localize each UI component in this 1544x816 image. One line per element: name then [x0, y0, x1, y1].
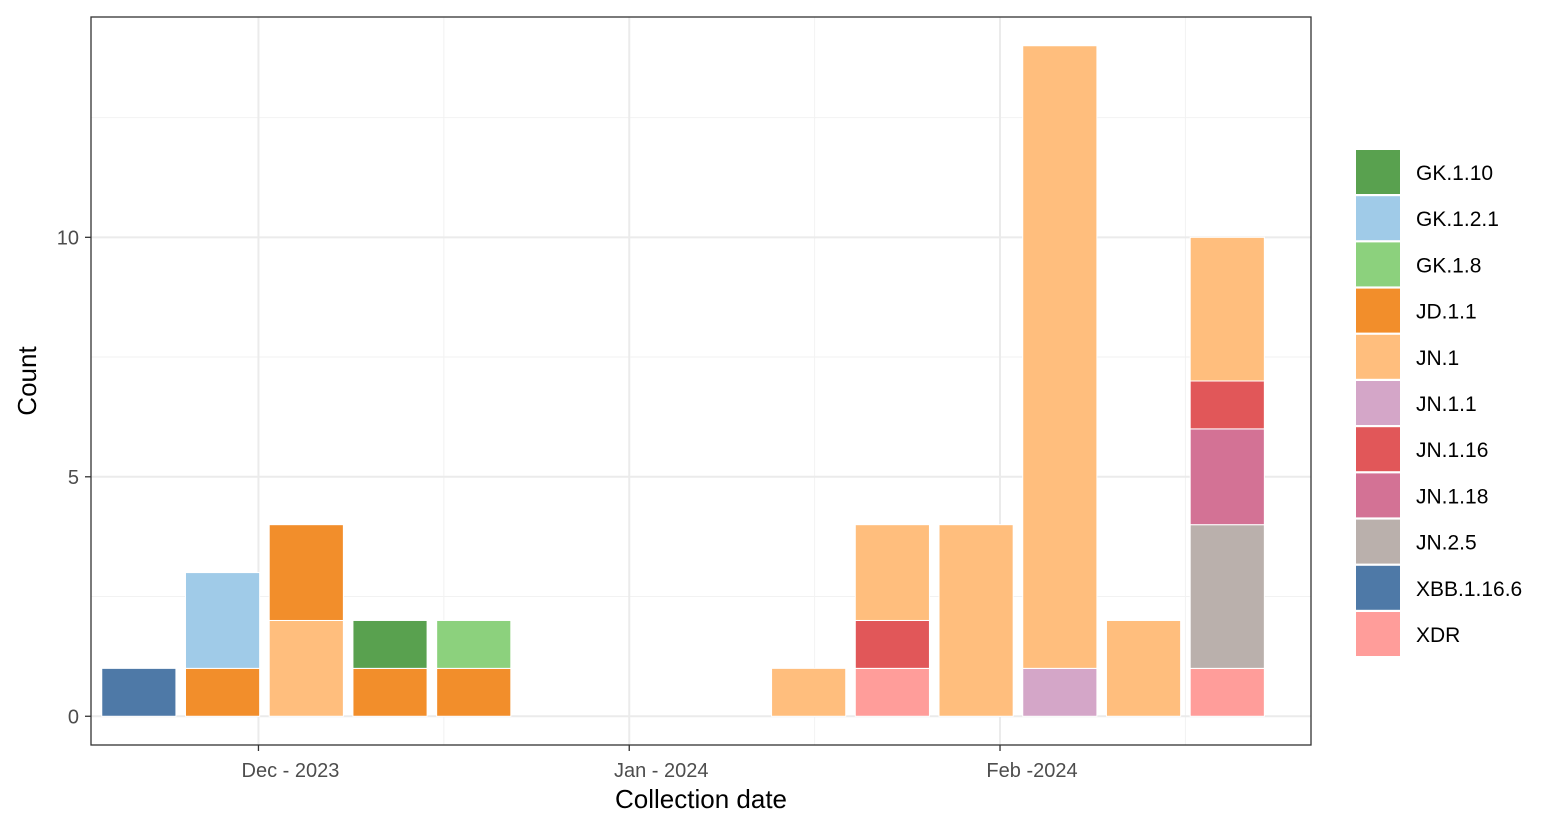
- legend-label: JN.1.1: [1416, 393, 1477, 416]
- legend-label: JN.2.5: [1416, 532, 1477, 555]
- bar-segment: [185, 573, 259, 669]
- x-tick-label: Jan - 2024: [614, 760, 709, 782]
- bar-segment: [1106, 620, 1180, 716]
- legend-label: XDR: [1416, 624, 1460, 647]
- legend-label: JN.1.16: [1416, 439, 1488, 462]
- x-axis: Dec - 2023 Jan - 2024 Feb -2024: [242, 745, 1078, 782]
- legend-key: [1356, 520, 1400, 564]
- legend-key: [1356, 150, 1400, 194]
- bar-segment: [102, 668, 176, 716]
- y-tick-label: 0: [68, 706, 79, 728]
- legend-key: [1356, 289, 1400, 333]
- legend-key: [1356, 196, 1400, 240]
- bar-segment: [269, 620, 343, 716]
- bar-segment: [185, 668, 259, 716]
- legend-key: [1356, 566, 1400, 610]
- legend-key: [1356, 242, 1400, 286]
- bar-segment: [437, 668, 511, 716]
- x-axis-title: Collection date: [615, 784, 787, 814]
- y-tick-label: 10: [57, 227, 79, 249]
- bar-segment: [1190, 525, 1264, 669]
- bar-segment: [939, 525, 1013, 717]
- legend-key: [1356, 473, 1400, 517]
- bar-segment: [772, 668, 846, 716]
- legend-label: JN.1.18: [1416, 485, 1488, 508]
- y-tick-label: 5: [68, 467, 79, 489]
- legend-key: [1356, 427, 1400, 471]
- bar-segment: [855, 525, 929, 621]
- legend-label: GK.1.10: [1416, 162, 1493, 185]
- bar-segment: [1190, 237, 1264, 381]
- x-tick-label: Dec - 2023: [242, 760, 340, 782]
- legend-key: [1356, 335, 1400, 379]
- bar-segment: [1023, 668, 1097, 716]
- legend-label: JD.1.1: [1416, 301, 1477, 324]
- legend-key: [1356, 381, 1400, 425]
- bar-segment: [437, 620, 511, 668]
- bar-segment: [353, 620, 427, 668]
- y-axis: 0 5 10: [57, 227, 91, 728]
- bar-segment: [353, 668, 427, 716]
- legend-label: GK.1.8: [1416, 254, 1481, 277]
- bar-segment: [1023, 46, 1097, 669]
- bar-segment: [1190, 381, 1264, 429]
- y-axis-title: Count: [12, 346, 42, 416]
- legend: GK.1.10 GK.1.2.1 GK.1.8 JD.1.1 JN.1 JN.1.1 JN.…: [1356, 150, 1522, 656]
- legend-label: JN.1: [1416, 347, 1459, 370]
- legend-key: [1356, 612, 1400, 656]
- bar-segment: [855, 620, 929, 668]
- legend-label: GK.1.2.1: [1416, 208, 1499, 231]
- legend-label: XBB.1.16.6: [1416, 578, 1522, 601]
- bar-segment: [269, 525, 343, 621]
- bar-segment: [1190, 429, 1264, 525]
- x-tick-label: Feb -2024: [986, 760, 1077, 782]
- bar-segment: [855, 668, 929, 716]
- bar-segment: [1190, 668, 1264, 716]
